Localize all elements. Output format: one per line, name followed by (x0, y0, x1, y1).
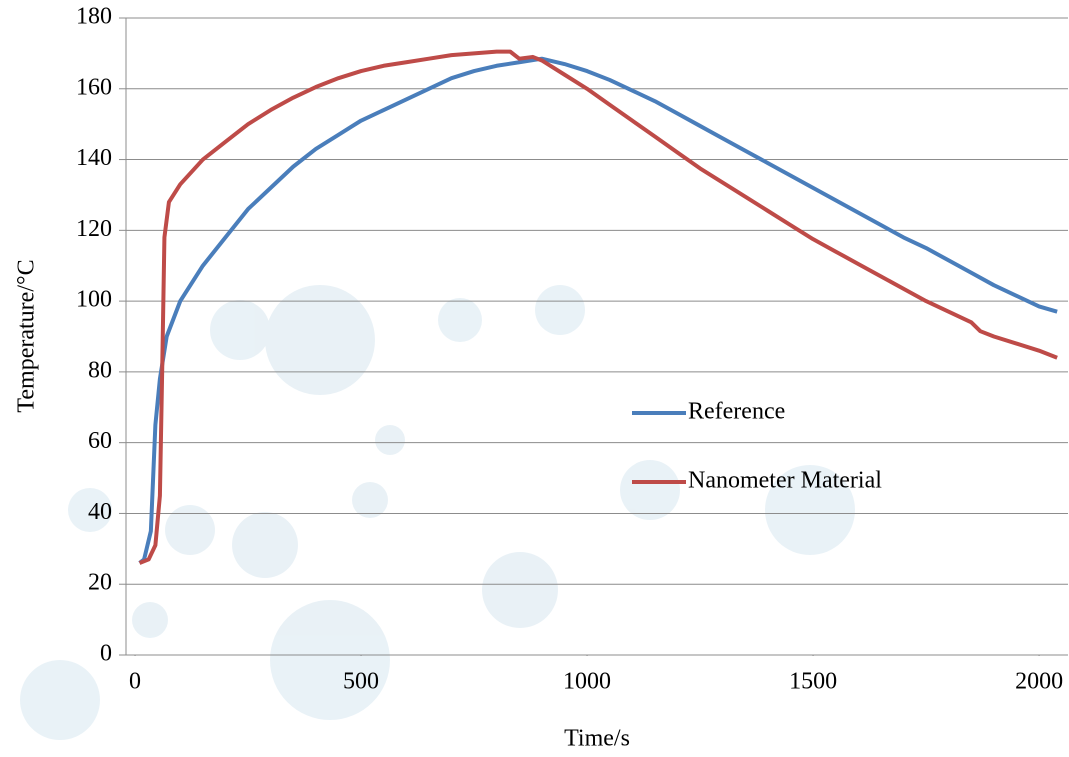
y-tick-label: 40 (88, 499, 112, 525)
x-tick-label: 1000 (563, 669, 611, 695)
background-pattern (20, 285, 855, 740)
y-axis-label: Temperature/°C (14, 259, 40, 412)
legend-label: Reference (688, 399, 785, 425)
y-tick-label: 160 (76, 74, 112, 100)
data-line (138, 49, 1058, 565)
x-tick-label: 500 (343, 669, 379, 695)
x-tick-label: 0 (129, 669, 141, 695)
x-tick-label: 1500 (789, 669, 837, 695)
y-tick-label: 60 (88, 428, 112, 454)
y-tick-label: 100 (76, 287, 112, 313)
y-tick-label: 20 (88, 570, 112, 596)
x-tick-label: 2000 (1015, 669, 1063, 695)
legend-label: Nanometer Material (688, 468, 882, 494)
y-tick-label: 0 (100, 641, 112, 667)
y-tick-label: 180 (76, 4, 112, 30)
x-axis-label: Time/s (564, 726, 630, 752)
data-line (138, 56, 1058, 565)
y-tick-label: 120 (76, 216, 112, 242)
y-tick-label: 80 (88, 357, 112, 383)
y-tick-label: 140 (76, 145, 112, 171)
